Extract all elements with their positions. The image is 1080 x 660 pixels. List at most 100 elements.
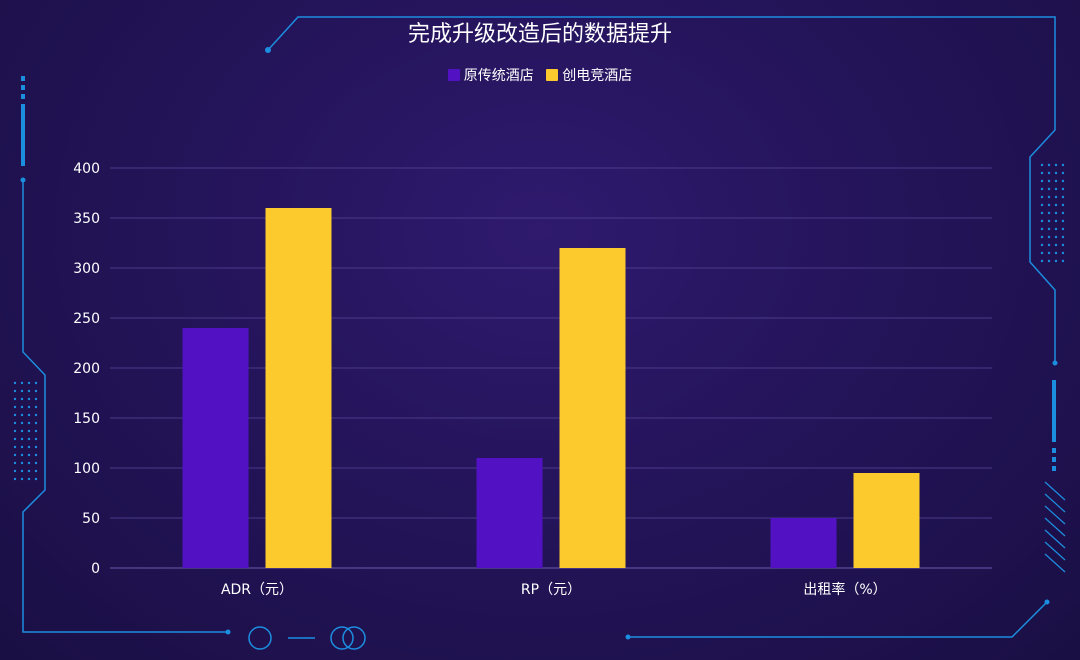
legend-label: 创电竞酒店: [562, 68, 633, 84]
grid-dot: [34, 397, 38, 401]
grid-dot: [1040, 251, 1044, 255]
bar[interactable]: [770, 518, 837, 568]
grid-dot: [1054, 163, 1058, 167]
grid-dot: [13, 437, 17, 441]
grid-dot: [13, 461, 17, 465]
grid-dot: [1061, 235, 1065, 239]
grid-dot: [1047, 259, 1051, 263]
grid-dot: [1054, 203, 1058, 207]
grid-dot: [34, 389, 38, 393]
grid-dot: [1061, 219, 1065, 223]
grid-dot: [27, 445, 31, 449]
y-tick-label: 50: [82, 511, 100, 527]
grid-dot: [1040, 203, 1044, 207]
grid-dot: [20, 381, 24, 385]
grid-dot: [1054, 219, 1058, 223]
node-dot: [265, 47, 271, 53]
grid-dot: [1054, 171, 1058, 175]
grid-dot: [1054, 243, 1058, 247]
grid-dot: [1047, 235, 1051, 239]
grid-dot: [34, 461, 38, 465]
grid-dot: [34, 469, 38, 473]
grid-dot: [27, 421, 31, 425]
grid-dot: [1061, 187, 1065, 191]
grid-dot: [1054, 227, 1058, 231]
y-tick-label: 350: [73, 211, 100, 227]
grid-dot: [1047, 187, 1051, 191]
grid-dot: [34, 421, 38, 425]
grid-dot: [20, 477, 24, 481]
y-tick-label: 300: [73, 261, 100, 277]
grid-dot: [20, 389, 24, 393]
grid-dot: [34, 405, 38, 409]
frame-bar: [1052, 380, 1056, 442]
grid-dot: [13, 405, 17, 409]
grid-dot: [34, 437, 38, 441]
grid-dot: [20, 429, 24, 433]
grid-dot: [1054, 179, 1058, 183]
grid-dot: [1061, 259, 1065, 263]
grid-dot: [13, 381, 17, 385]
frame-bar: [21, 85, 25, 90]
grid-dot: [34, 453, 38, 457]
frame-bottom-right-line: [628, 601, 1048, 638]
bar[interactable]: [853, 473, 920, 568]
grid-dot: [13, 453, 17, 457]
grid-dot: [1061, 227, 1065, 231]
grid-dot: [1047, 211, 1051, 215]
grid-dot: [27, 461, 31, 465]
grid-dot: [1047, 203, 1051, 207]
y-tick-label: 200: [73, 361, 100, 377]
frame-top-line: [267, 16, 1056, 363]
grid-dot: [27, 437, 31, 441]
node-dot: [20, 177, 26, 183]
frame-bar: [1052, 466, 1056, 471]
grid-dot: [13, 445, 17, 449]
grid-dot: [20, 437, 24, 441]
grid-dot: [20, 421, 24, 425]
x-tick-label: RP（元）: [521, 582, 581, 598]
x-tick-label: ADR（元）: [221, 582, 293, 598]
grid-dot: [27, 405, 31, 409]
grid-dot: [13, 429, 17, 433]
dot-grid-left: [13, 381, 38, 481]
bar[interactable]: [182, 328, 249, 568]
x-tick-label: 出租率（%）: [803, 581, 886, 598]
y-tick-label: 400: [73, 161, 100, 177]
grid-dot: [1047, 251, 1051, 255]
dot-grid-right: [1040, 163, 1065, 263]
bar[interactable]: [265, 208, 332, 568]
node-dot: [625, 634, 631, 640]
legend-item-traditional[interactable]: 原传统酒店: [447, 65, 534, 85]
legend-swatch: [546, 69, 559, 81]
bar[interactable]: [559, 248, 626, 568]
grid-dot: [1047, 195, 1051, 199]
node-dot: [1044, 599, 1050, 605]
grid-dot: [1040, 211, 1044, 215]
grid-dot: [1061, 211, 1065, 215]
grid-dot: [1061, 243, 1065, 247]
grid-dot: [20, 461, 24, 465]
grid-dot: [20, 445, 24, 449]
grid-dot: [1040, 195, 1044, 199]
grid-dot: [13, 421, 17, 425]
grid-dot: [1061, 203, 1065, 207]
y-tick-label: 250: [73, 311, 100, 327]
y-tick-label: 150: [73, 411, 100, 427]
grid-dot: [13, 469, 17, 473]
grid-dot: [27, 429, 31, 433]
legend-label: 原传统酒店: [463, 68, 534, 84]
grid-dot: [1054, 235, 1058, 239]
grid-dot: [1040, 259, 1044, 263]
grid-dot: [27, 477, 31, 481]
bar[interactable]: [476, 458, 543, 568]
legend-item-esports[interactable]: 创电竞酒店: [546, 65, 632, 85]
grid-dot: [34, 413, 38, 417]
grid-dot: [1054, 251, 1058, 255]
legend: 原传统酒店 创电竞酒店: [0, 65, 1080, 85]
frame-bar: [21, 104, 25, 166]
grid-dot: [27, 397, 31, 401]
grid-dot: [1040, 227, 1044, 231]
